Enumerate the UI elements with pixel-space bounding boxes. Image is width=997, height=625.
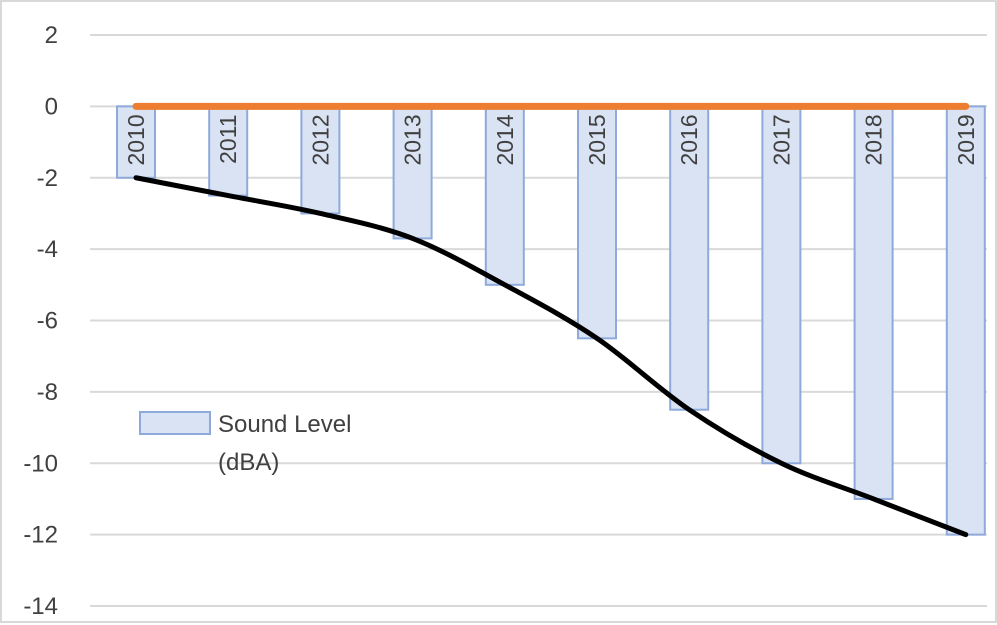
category-label: 2013 xyxy=(400,114,426,165)
category-label: 2014 xyxy=(492,114,518,165)
y-tick-label: -6 xyxy=(37,308,58,335)
y-axis-tick-labels: 2 0 -2 -4 -6 -8 -10 -12 -14 xyxy=(23,22,58,620)
black-trend-curve xyxy=(133,175,969,538)
bar xyxy=(945,105,986,536)
category-labels: 2010 2011 2012 2013 2014 2015 2016 2017 2018 2019 xyxy=(123,114,979,165)
y-tick-label: -4 xyxy=(37,236,58,263)
category-label: 2015 xyxy=(584,114,610,165)
y-tick-label: 0 xyxy=(45,93,58,120)
bar-series xyxy=(116,105,986,536)
category-label: 2018 xyxy=(861,114,887,165)
category-label: 2019 xyxy=(953,114,979,165)
y-tick-label: -14 xyxy=(23,593,58,620)
category-label: 2016 xyxy=(676,114,702,165)
y-tick-label: -8 xyxy=(37,379,58,406)
y-tick-label: -10 xyxy=(23,450,58,477)
legend: Sound Level (dBA) xyxy=(139,411,351,476)
category-label: 2017 xyxy=(768,114,794,165)
category-label: 2012 xyxy=(307,114,333,165)
legend-label-line2: (dBA) xyxy=(218,449,279,476)
bar xyxy=(761,105,802,465)
category-label: 2010 xyxy=(123,114,149,165)
line-series xyxy=(132,102,970,538)
legend-label-line1: Sound Level xyxy=(218,411,351,438)
legend-swatch xyxy=(139,411,211,435)
category-label: 2011 xyxy=(215,114,241,163)
y-tick-label: -12 xyxy=(23,522,58,549)
bar xyxy=(853,105,894,500)
y-tick-label: 2 xyxy=(45,22,58,49)
y-tick-label: -2 xyxy=(37,165,58,192)
